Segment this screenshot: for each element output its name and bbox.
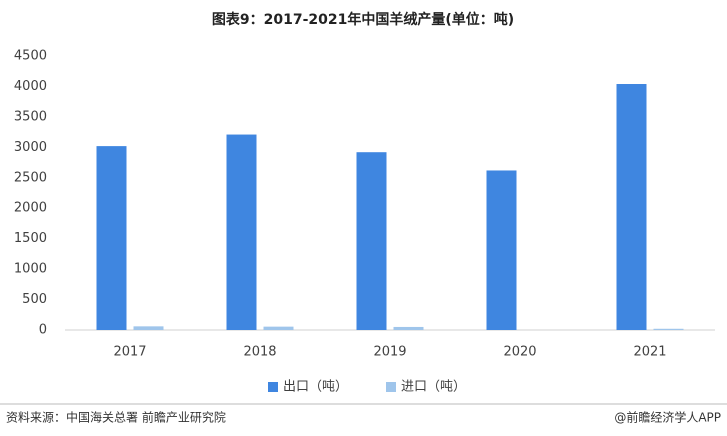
x-tick-label: 2017 xyxy=(113,345,146,360)
legend-swatch xyxy=(386,382,396,392)
y-tick-label: 2500 xyxy=(14,170,47,185)
bar xyxy=(226,134,257,330)
y-tick-label: 4500 xyxy=(14,49,47,64)
bar xyxy=(263,326,294,330)
x-tick-label: 2019 xyxy=(373,345,406,360)
y-tick-label: 2000 xyxy=(14,201,47,216)
credit: @前瞻经济学人APP xyxy=(614,410,721,425)
bar xyxy=(356,152,387,330)
x-tick-label: 2020 xyxy=(503,345,536,360)
y-tick-label: 1500 xyxy=(14,231,47,246)
bar xyxy=(653,328,684,330)
y-tick-label: 4000 xyxy=(14,79,47,94)
y-tick-label: 0 xyxy=(39,323,47,338)
y-tick-label: 1000 xyxy=(14,262,47,277)
legend-label: 出口（吨） xyxy=(283,380,348,395)
legend-label: 进口（吨） xyxy=(401,380,466,395)
legend-swatch xyxy=(268,382,278,392)
source: 资料来源：中国海关总署 前瞻产业研究院 xyxy=(6,410,226,425)
bar xyxy=(133,326,164,330)
y-tick-label: 500 xyxy=(22,292,47,307)
bar xyxy=(96,146,127,330)
x-tick-label: 2018 xyxy=(243,345,276,360)
chart-title: 图表9：2017-2021年中国羊绒产量(单位：吨) xyxy=(212,11,514,28)
bar xyxy=(486,170,517,330)
y-tick-label: 3500 xyxy=(14,109,47,124)
y-tick-label: 3000 xyxy=(14,140,47,155)
x-tick-label: 2021 xyxy=(633,345,666,360)
bar xyxy=(393,326,424,330)
bar xyxy=(616,84,647,331)
